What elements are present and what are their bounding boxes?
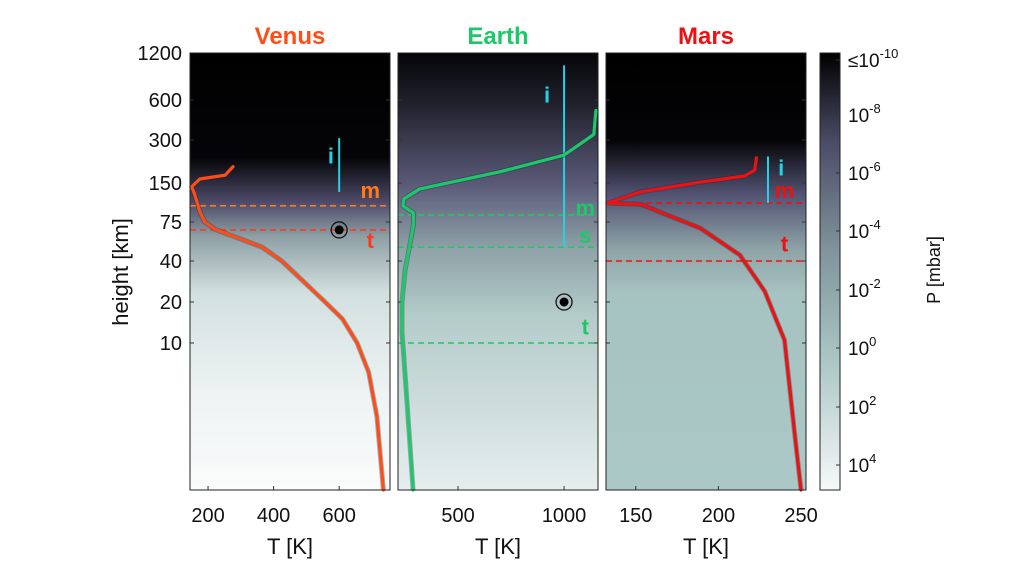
colorbar-tick-label: 102 xyxy=(848,393,876,419)
colorbar-tick-label: 10-8 xyxy=(848,101,881,127)
y-axis-label: height [km] xyxy=(108,218,133,326)
observation-marker-ring xyxy=(330,221,348,239)
temperature-curve xyxy=(190,165,385,492)
x-tick-label: 1000 xyxy=(542,505,587,527)
panel-frame xyxy=(605,52,807,491)
y-tick-label: 600 xyxy=(149,90,182,112)
layer-label-m: m xyxy=(361,178,381,203)
pressure-background xyxy=(190,53,390,490)
colorbar-tick-label: 10-6 xyxy=(848,159,881,185)
temperature-curve xyxy=(606,156,803,492)
x-axis-label: T [K] xyxy=(267,534,313,559)
colorbar-tick-label: ≤10-10 xyxy=(848,46,898,72)
y-tick-label: 10 xyxy=(160,333,182,355)
colorbar-tick-label: 104 xyxy=(848,451,876,477)
layer-label-m: m xyxy=(775,178,795,203)
x-tick-label: 600 xyxy=(322,505,355,527)
x-tick-label: 200 xyxy=(191,505,224,527)
layer-label-t: t xyxy=(367,228,375,253)
colorbar-tick-label: 10-4 xyxy=(848,217,881,243)
pressure-background xyxy=(398,53,598,490)
x-tick-label: 150 xyxy=(619,505,652,527)
y-tick-label: 40 xyxy=(160,251,182,273)
panel-frame xyxy=(397,52,599,491)
y-tick-label: 1200 xyxy=(138,43,183,65)
layer-label-m: m xyxy=(575,196,595,221)
x-tick-label: 400 xyxy=(257,505,290,527)
x-tick-label: 250 xyxy=(784,505,817,527)
colorbar xyxy=(819,52,841,491)
observation-marker-dot xyxy=(559,297,569,307)
colorbar-tick-label: 10-2 xyxy=(848,276,881,302)
x-axis-label: T [K] xyxy=(683,534,729,559)
colorbar-tick-label: 100 xyxy=(848,334,876,360)
panel-title: Mars xyxy=(678,23,734,50)
x-axis-label: T [K] xyxy=(475,534,521,559)
x-tick-label: 200 xyxy=(702,505,735,527)
colorbar-label: P [mbar] xyxy=(924,236,944,304)
y-tick-label: 300 xyxy=(149,130,182,152)
layer-label-i: i xyxy=(778,155,784,180)
x-tick-label: 500 xyxy=(441,505,474,527)
y-tick-label: 75 xyxy=(160,212,182,234)
observation-marker-dot xyxy=(334,225,344,235)
panel-earth: 500 1000 i ms t Earth T [K] xyxy=(397,23,599,559)
panel-venus: 200 400 600 i mt Venus T [K] xyxy=(189,23,391,559)
panel-title: Earth xyxy=(467,23,528,50)
layer-label-t: t xyxy=(582,314,590,339)
panel-title: Venus xyxy=(255,23,326,50)
layer-label-i: i xyxy=(544,83,550,108)
panel-frame xyxy=(189,52,391,491)
layer-label-t: t xyxy=(781,232,789,257)
y-tick-label: 20 xyxy=(160,292,182,314)
panel-mars: 150 200 250 im t Mars T [K] xyxy=(605,23,818,559)
observation-marker-ring xyxy=(555,293,573,311)
y-tick-label: 150 xyxy=(149,173,182,195)
pressure-background xyxy=(606,53,806,490)
temperature-curve xyxy=(400,108,598,492)
layer-label-i: i xyxy=(328,143,334,168)
layer-label-s: s xyxy=(579,223,591,248)
